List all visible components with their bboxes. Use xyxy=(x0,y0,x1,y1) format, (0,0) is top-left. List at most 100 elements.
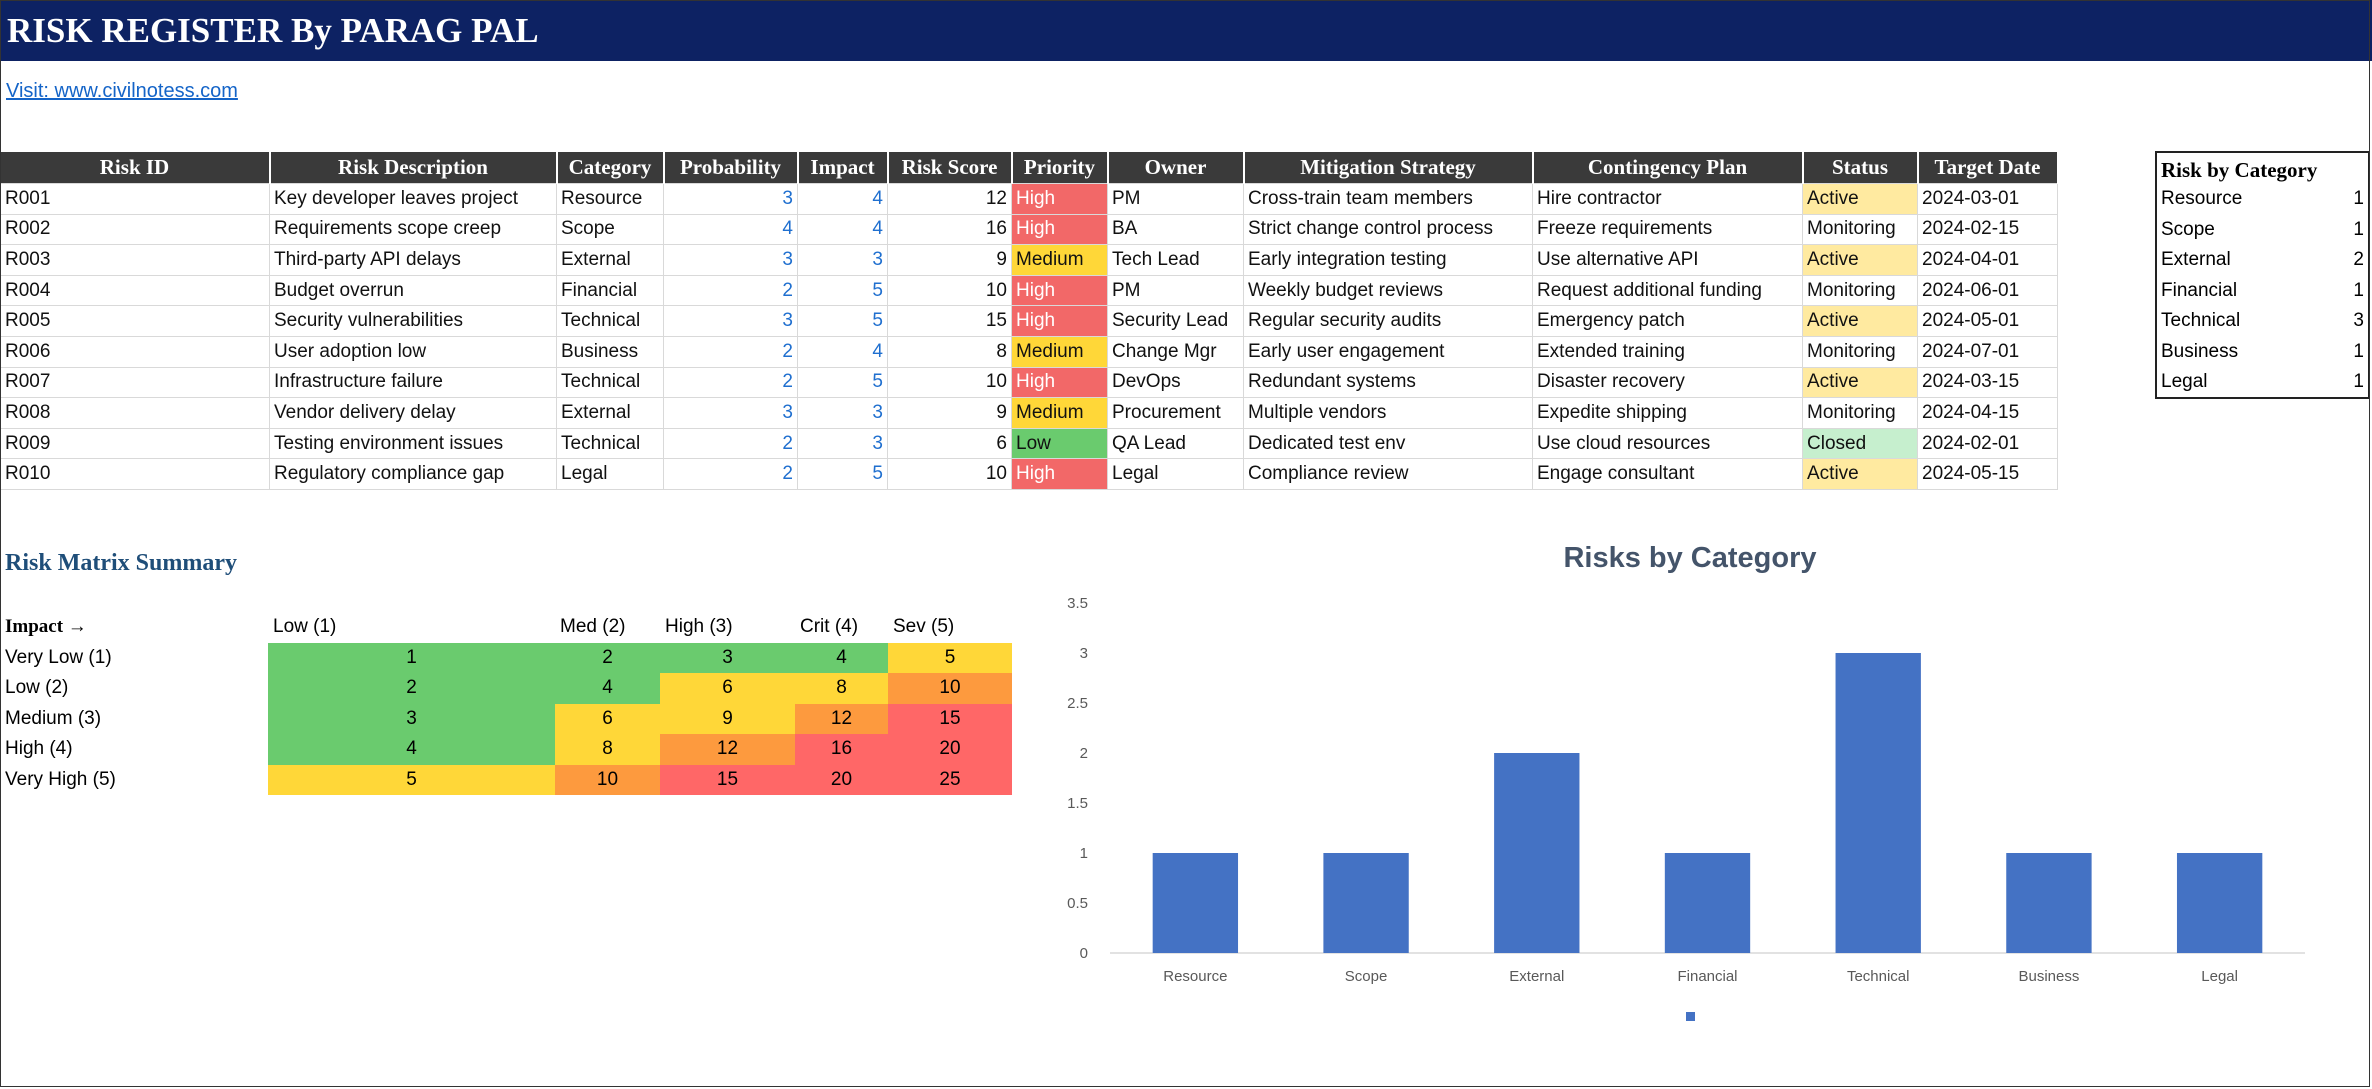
matrix-cell[interactable]: 4 xyxy=(268,734,555,765)
cell-risk-description[interactable]: Vendor delivery delay xyxy=(269,397,557,429)
cell-category[interactable]: Financial xyxy=(556,274,664,307)
cell-probability[interactable]: 3 xyxy=(663,183,798,215)
column-header-risk-score[interactable]: Risk Score xyxy=(887,152,1013,184)
column-header-risk-id[interactable]: Risk ID xyxy=(0,152,271,184)
cell-owner[interactable]: PM xyxy=(1107,183,1244,215)
cell-probability[interactable]: 3 xyxy=(663,244,798,276)
cell-owner[interactable]: Procurement xyxy=(1107,397,1244,429)
column-header-contingency-plan[interactable]: Contingency Plan xyxy=(1532,152,1804,184)
cell-owner[interactable]: PM xyxy=(1107,274,1244,307)
cell-contingency-plan[interactable]: Use alternative API xyxy=(1532,244,1803,276)
cell-contingency-plan[interactable]: Disaster recovery xyxy=(1532,366,1803,399)
cell-status[interactable]: Monitoring xyxy=(1802,397,1918,429)
cell-risk-id[interactable]: R005 xyxy=(0,305,270,337)
cell-probability[interactable]: 2 xyxy=(663,274,798,307)
cell-risk-id[interactable]: R009 xyxy=(0,427,270,460)
cell-risk-description[interactable]: Budget overrun xyxy=(269,274,557,307)
matrix-cell[interactable]: 8 xyxy=(795,673,888,704)
cell-probability[interactable]: 3 xyxy=(663,305,798,337)
matrix-cell[interactable]: 10 xyxy=(555,764,660,795)
cell-target-date[interactable]: 2024-02-15 xyxy=(1917,213,2058,246)
cell-priority[interactable]: High xyxy=(1011,213,1108,246)
cell-risk-id[interactable]: R007 xyxy=(0,366,270,399)
cell-risk-description[interactable]: Key developer leaves project xyxy=(269,183,557,215)
cell-contingency-plan[interactable]: Emergency patch xyxy=(1532,305,1803,337)
cell-risk-score[interactable]: 15 xyxy=(887,305,1012,337)
matrix-cell[interactable]: 1 xyxy=(268,642,555,673)
cell-status[interactable]: Closed xyxy=(1802,427,1918,460)
cell-contingency-plan[interactable]: Extended training xyxy=(1532,335,1803,368)
cell-risk-id[interactable]: R010 xyxy=(0,458,270,490)
cell-mitigation-strategy[interactable]: Multiple vendors xyxy=(1243,397,1533,429)
matrix-cell[interactable]: 15 xyxy=(660,764,795,795)
cell-contingency-plan[interactable]: Request additional funding xyxy=(1532,274,1803,307)
column-header-risk-description[interactable]: Risk Description xyxy=(269,152,558,184)
matrix-cell[interactable]: 4 xyxy=(795,642,888,673)
cell-status[interactable]: Monitoring xyxy=(1802,213,1918,246)
bar-scope[interactable] xyxy=(1323,853,1409,953)
cell-probability[interactable]: 2 xyxy=(663,366,798,399)
cell-status[interactable]: Active xyxy=(1802,244,1918,276)
cell-priority[interactable]: High xyxy=(1011,274,1108,307)
cell-priority[interactable]: High xyxy=(1011,366,1108,399)
cell-risk-score[interactable]: 12 xyxy=(887,183,1012,215)
cell-category[interactable]: External xyxy=(556,244,664,276)
cell-risk-id[interactable]: R003 xyxy=(0,244,270,276)
cell-priority[interactable]: High xyxy=(1011,305,1108,337)
cell-impact[interactable]: 4 xyxy=(797,213,888,246)
matrix-cell[interactable]: 5 xyxy=(268,764,555,795)
cell-probability[interactable]: 3 xyxy=(663,397,798,429)
cell-target-date[interactable]: 2024-05-01 xyxy=(1917,305,2058,337)
cell-owner[interactable]: DevOps xyxy=(1107,366,1244,399)
cell-category[interactable]: Scope xyxy=(556,213,664,246)
cell-owner[interactable]: Security Lead xyxy=(1107,305,1244,337)
cell-probability[interactable]: 4 xyxy=(663,213,798,246)
cell-risk-score[interactable]: 9 xyxy=(887,397,1012,429)
cell-impact[interactable]: 4 xyxy=(797,335,888,368)
column-header-mitigation-strategy[interactable]: Mitigation Strategy xyxy=(1243,152,1534,184)
cell-risk-score[interactable]: 10 xyxy=(887,274,1012,307)
cell-risk-description[interactable]: Regulatory compliance gap xyxy=(269,458,557,490)
cell-mitigation-strategy[interactable]: Dedicated test env xyxy=(1243,427,1533,460)
cell-status[interactable]: Active xyxy=(1802,183,1918,215)
cell-category[interactable]: Business xyxy=(556,335,664,368)
cell-risk-description[interactable]: Third-party API delays xyxy=(269,244,557,276)
matrix-cell[interactable]: 12 xyxy=(660,734,795,765)
cell-priority[interactable]: Low xyxy=(1011,427,1108,460)
cell-risk-id[interactable]: R008 xyxy=(0,397,270,429)
cell-impact[interactable]: 3 xyxy=(797,244,888,276)
cell-category[interactable]: External xyxy=(556,397,664,429)
cell-risk-description[interactable]: User adoption low xyxy=(269,335,557,368)
cell-target-date[interactable]: 2024-05-15 xyxy=(1917,458,2058,490)
cell-risk-id[interactable]: R004 xyxy=(0,274,270,307)
matrix-cell[interactable]: 6 xyxy=(555,703,660,734)
cell-owner[interactable]: BA xyxy=(1107,213,1244,246)
cell-category[interactable]: Technical xyxy=(556,305,664,337)
matrix-cell[interactable]: 16 xyxy=(795,734,888,765)
matrix-cell[interactable]: 2 xyxy=(555,642,660,673)
cell-status[interactable]: Active xyxy=(1802,305,1918,337)
cell-category[interactable]: Resource xyxy=(556,183,664,215)
bar-technical[interactable] xyxy=(1835,653,1921,953)
cell-impact[interactable]: 5 xyxy=(797,305,888,337)
matrix-cell[interactable]: 9 xyxy=(660,703,795,734)
cell-impact[interactable]: 3 xyxy=(797,427,888,460)
cell-risk-score[interactable]: 8 xyxy=(887,335,1012,368)
website-link[interactable]: Visit: www.civilnotess.com xyxy=(6,80,238,102)
matrix-cell[interactable]: 10 xyxy=(888,673,1012,704)
cell-status[interactable]: Active xyxy=(1802,366,1918,399)
risks-by-category-chart[interactable]: Risks by Category 0 0.5 1 1.5 2 2.5 3 3.5 Resourc… xyxy=(1050,530,2310,1050)
cell-category[interactable]: Technical xyxy=(556,427,664,460)
cell-owner[interactable]: Change Mgr xyxy=(1107,335,1244,368)
cell-mitigation-strategy[interactable]: Early user engagement xyxy=(1243,335,1533,368)
matrix-cell[interactable]: 3 xyxy=(660,642,795,673)
bar-financial[interactable] xyxy=(1664,853,1751,953)
cell-impact[interactable]: 3 xyxy=(797,397,888,429)
cell-impact[interactable]: 4 xyxy=(797,183,888,215)
cell-priority[interactable]: Medium xyxy=(1011,397,1108,429)
cell-priority[interactable]: Medium xyxy=(1011,335,1108,368)
cell-impact[interactable]: 5 xyxy=(797,366,888,399)
cell-contingency-plan[interactable]: Hire contractor xyxy=(1532,183,1803,215)
cell-contingency-plan[interactable]: Freeze requirements xyxy=(1532,213,1803,246)
cell-mitigation-strategy[interactable]: Cross-train team members xyxy=(1243,183,1533,215)
